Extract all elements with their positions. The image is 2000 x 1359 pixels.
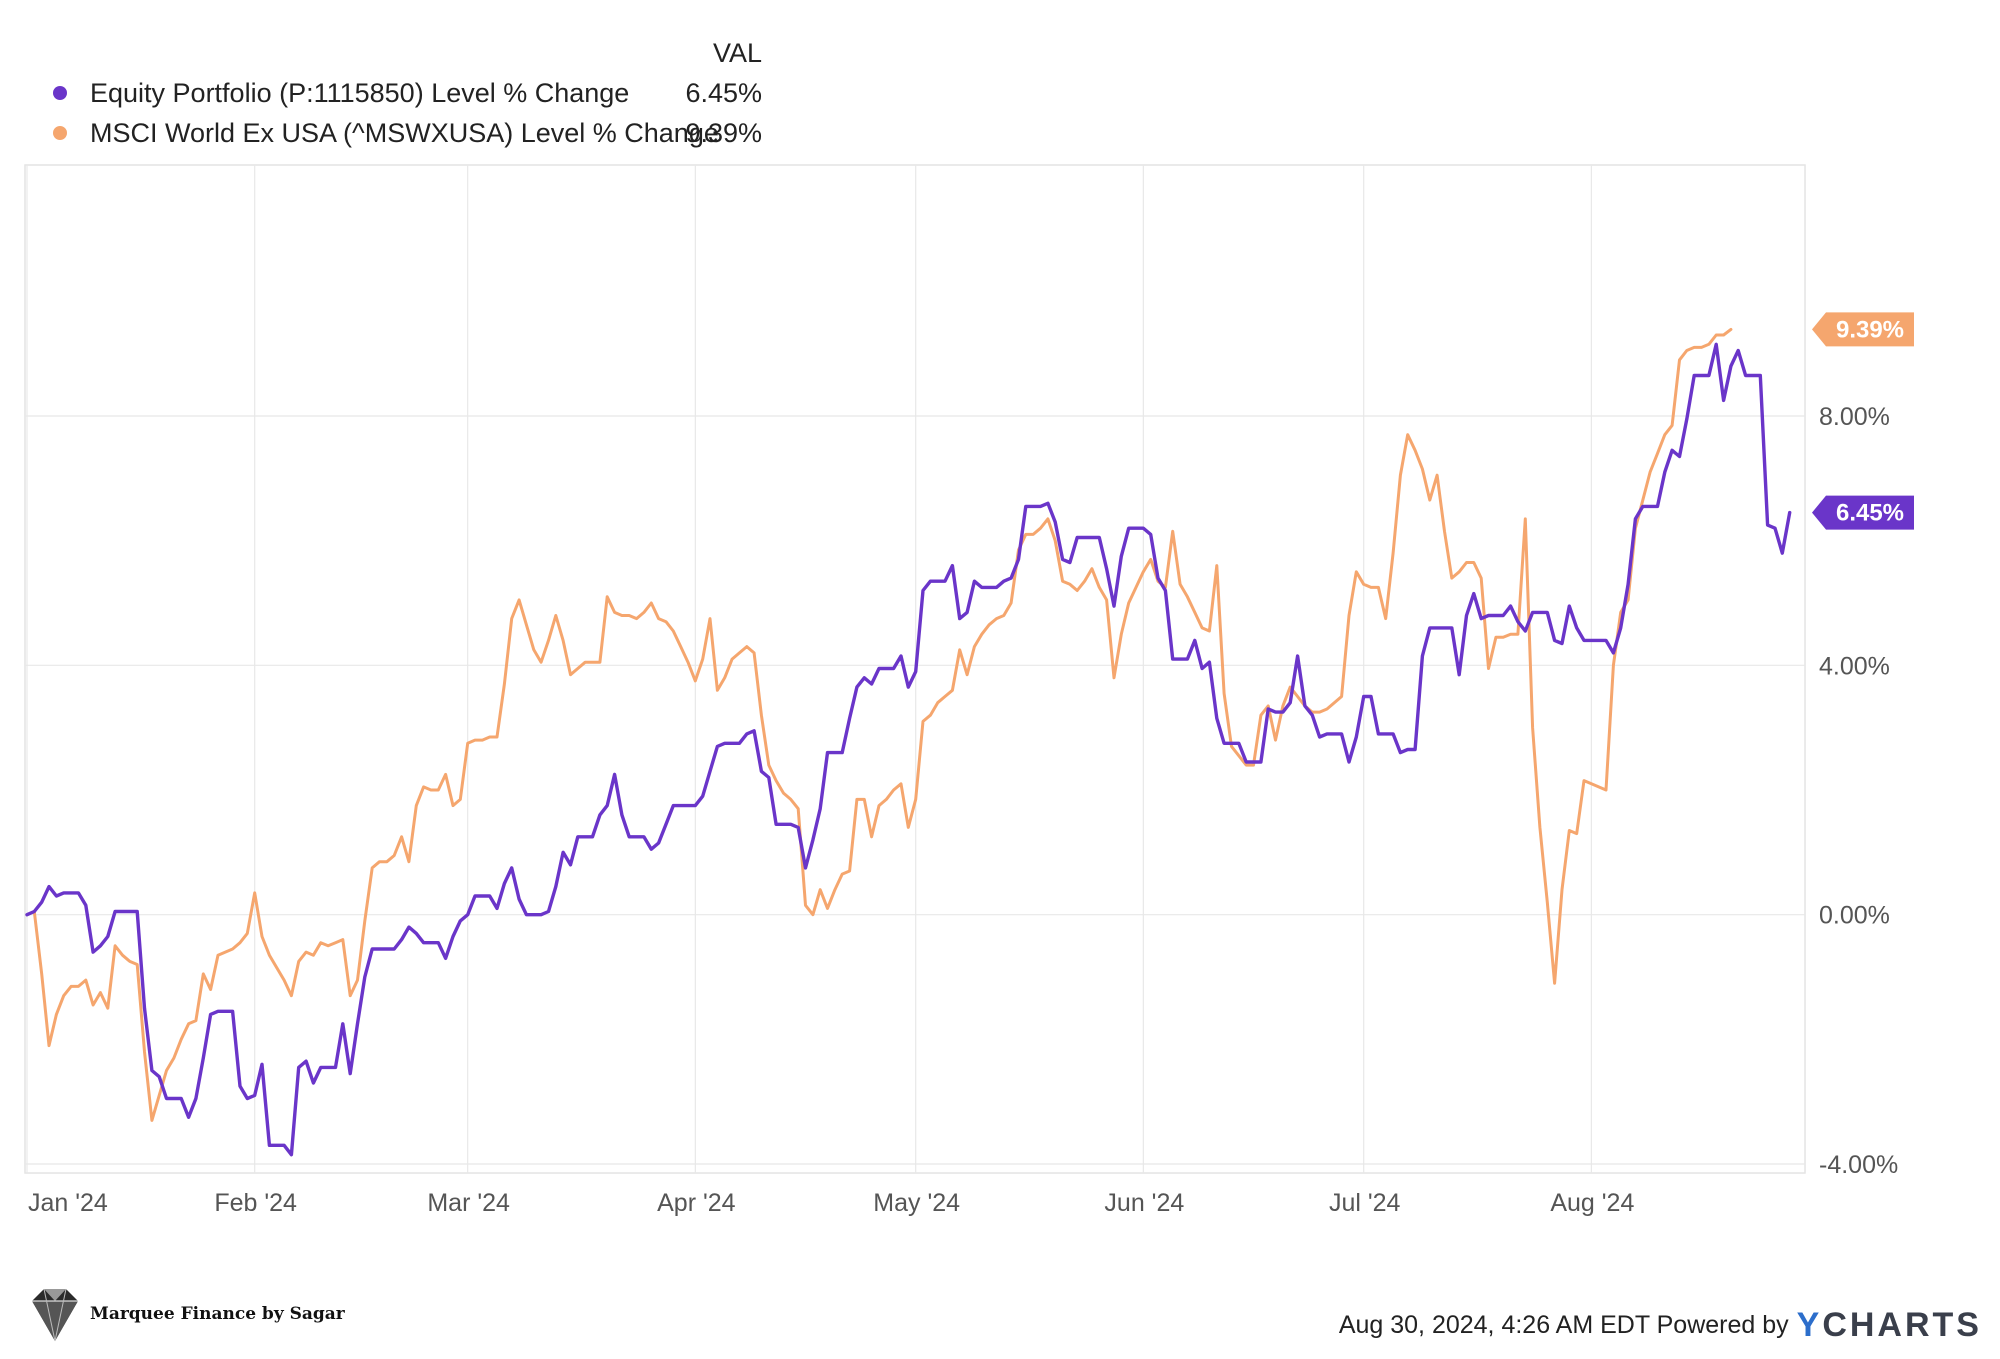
legend: VAL Equity Portfolio (P:1115850) Level %…	[53, 38, 762, 148]
ycharts-logo: YCHARTS	[1796, 1306, 1982, 1344]
msci-world-ex-usa-line	[25, 327, 1733, 1122]
x-tick-label: Feb '24	[214, 1189, 297, 1217]
end-label-background	[1812, 495, 1914, 530]
footer: Aug 30, 2024, 4:26 AM EDT Powered by YCH…	[1339, 1306, 1982, 1345]
y-tick-label: 8.00%	[1819, 403, 1890, 431]
end-label-text: 9.39%	[1836, 316, 1904, 343]
x-tick-label: Jun '24	[1104, 1189, 1184, 1217]
x-tick-label: Jul '24	[1329, 1189, 1401, 1217]
x-tick-label: Apr '24	[657, 1189, 736, 1217]
legend-marker-msci	[53, 126, 67, 140]
x-tick-label: Jan '24	[28, 1189, 108, 1217]
end-labels: 6.45% 9.39%	[1812, 312, 1914, 530]
y-tick-label: 0.00%	[1819, 902, 1890, 930]
y-tick-label: -4.00%	[1819, 1151, 1898, 1179]
legend-marker-equity	[53, 86, 67, 100]
equity-end-label: 6.45%	[1812, 495, 1914, 530]
end-label-background	[1812, 312, 1914, 347]
marquee-finance-logo: Marquee Finance by Sagar	[24, 1283, 345, 1345]
logo-text: Marquee Finance by Sagar	[90, 1304, 345, 1324]
legend-value-msci: 9.39%	[685, 118, 762, 148]
y-tick-label: 4.00%	[1819, 652, 1890, 680]
x-tick-label: Mar '24	[427, 1189, 510, 1217]
timestamp: Aug 30, 2024, 4:26 AM EDT Powered by	[1338, 1311, 1789, 1339]
diamond-icon	[32, 1288, 78, 1342]
end-label-text: 6.45%	[1836, 500, 1904, 527]
legend-header: VAL	[713, 38, 762, 68]
legend-label-msci: MSCI World Ex USA (^MSWXUSA) Level % Cha…	[90, 118, 719, 148]
x-tick-label: Aug '24	[1550, 1189, 1634, 1217]
series	[25, 327, 1792, 1157]
x-tick-label: May '24	[873, 1189, 960, 1217]
legend-label-equity: Equity Portfolio (P:1115850) Level % Cha…	[90, 78, 629, 108]
legend-value-equity: 6.45%	[685, 78, 762, 108]
axes: -4.00% 0.00% 4.00% 8.00% Jan '24 Feb '24 Mar '…	[28, 403, 1898, 1217]
msci-end-label: 9.39%	[1812, 312, 1914, 347]
equity-portfolio-line	[25, 342, 1792, 1157]
